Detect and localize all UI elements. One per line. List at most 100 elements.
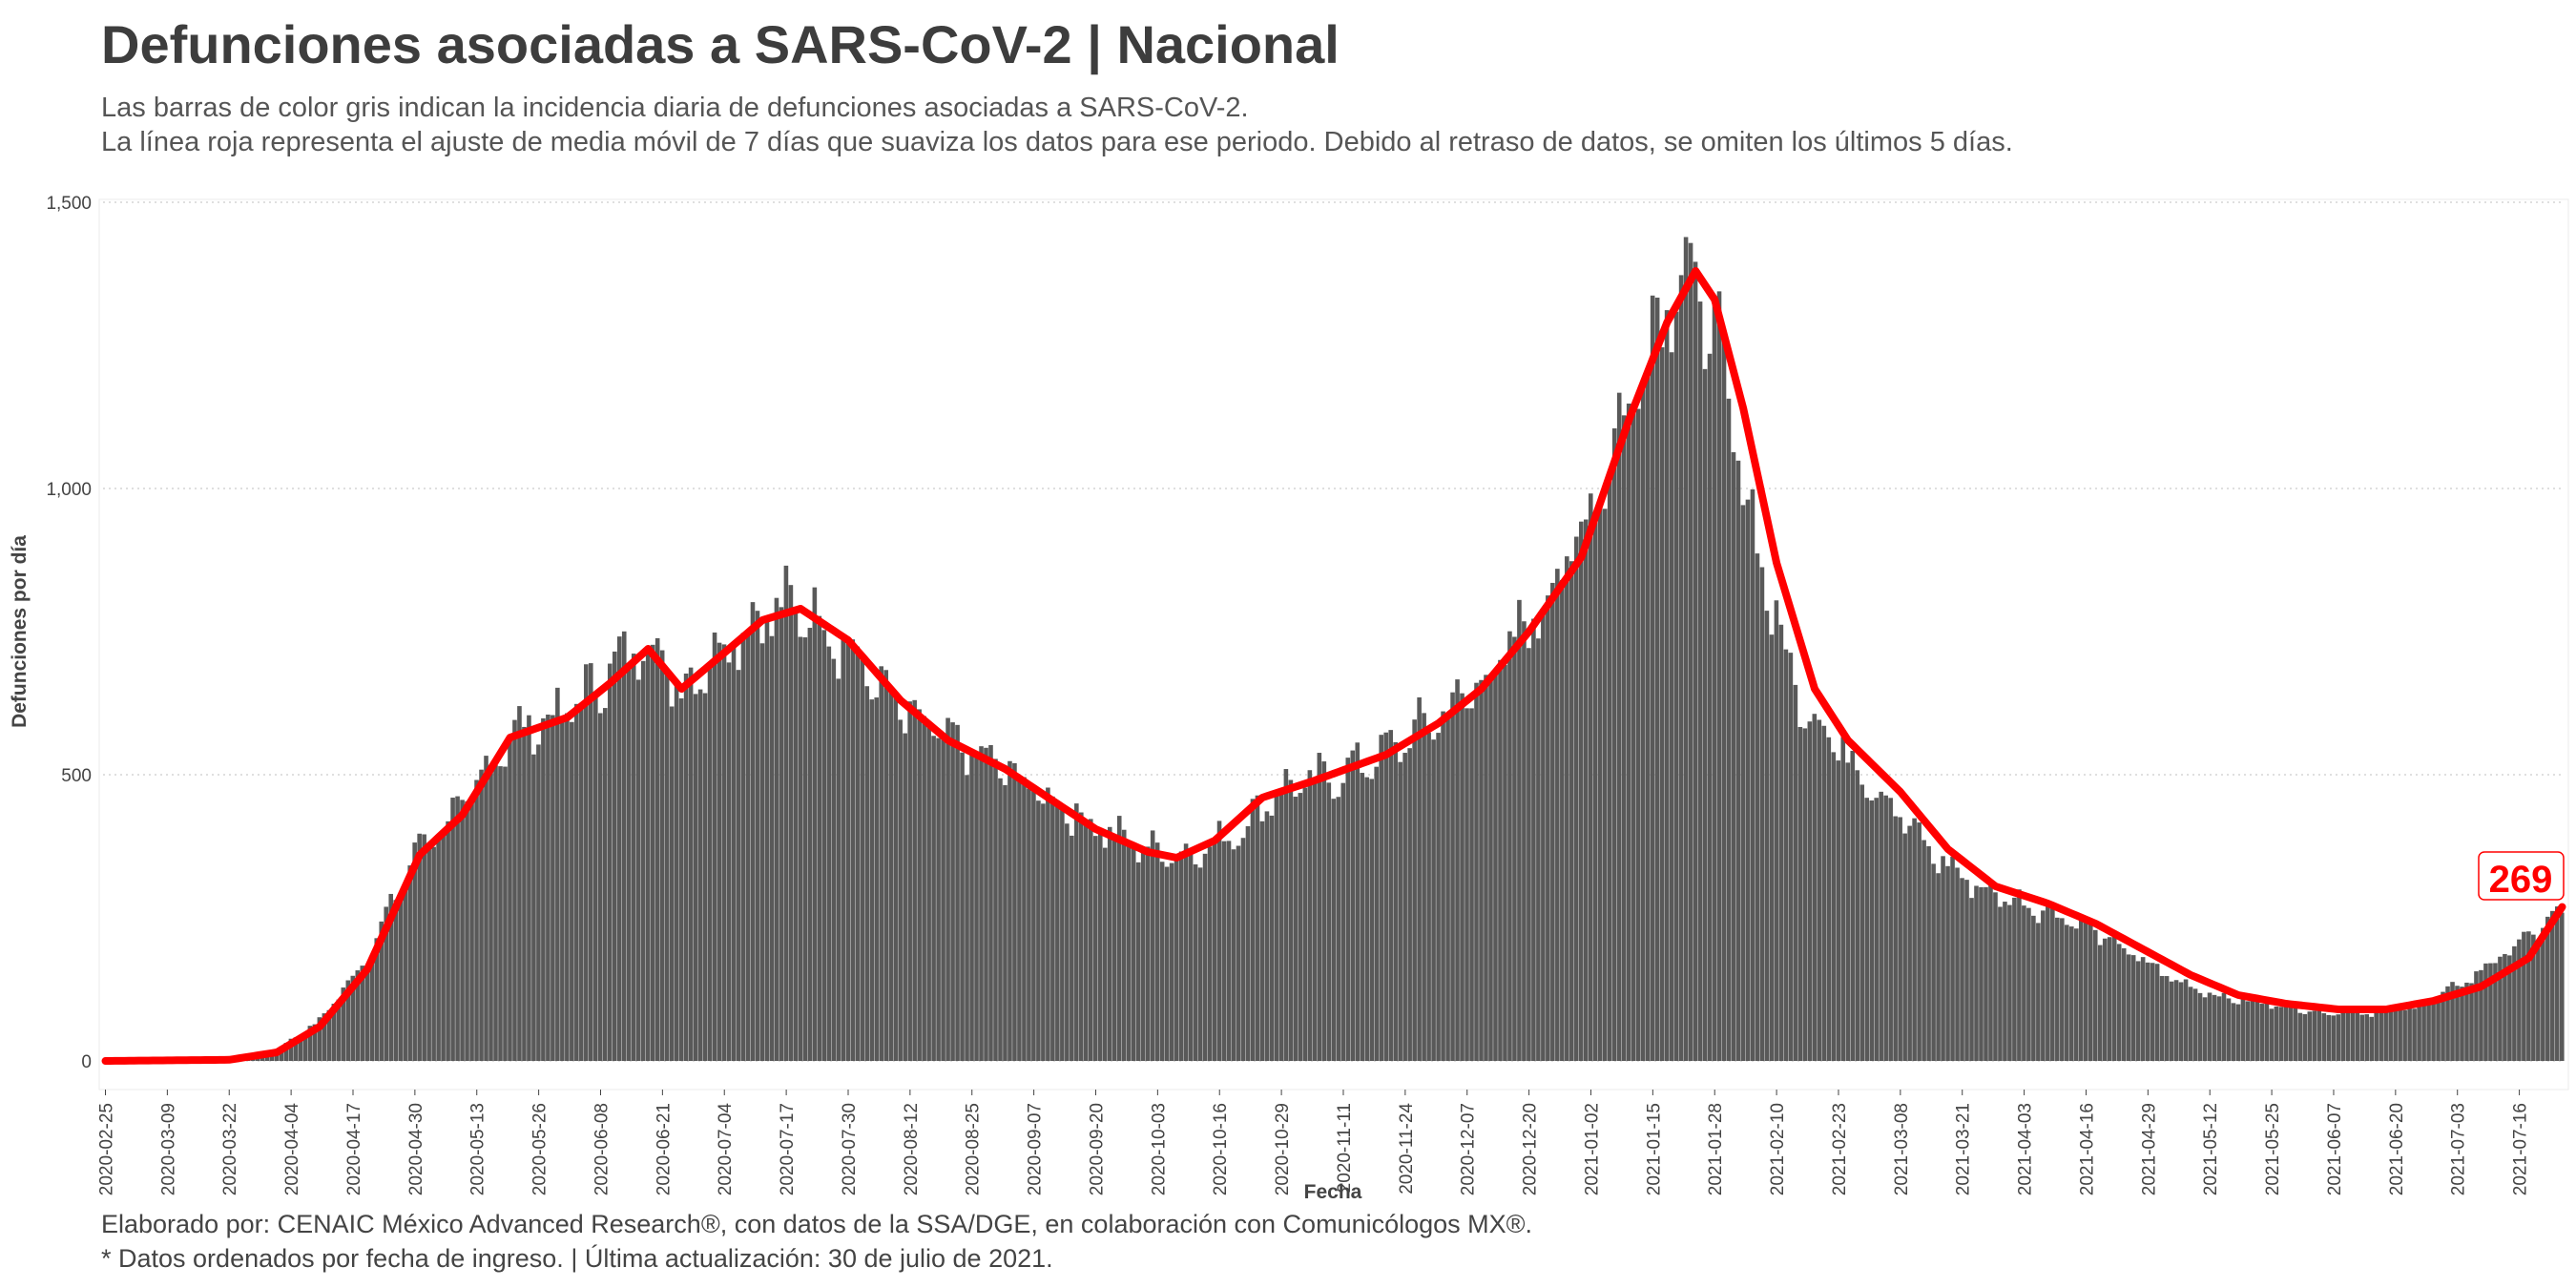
daily-bar <box>1512 636 1517 1061</box>
daily-bar <box>2355 1010 2360 1061</box>
daily-bar <box>1926 845 1931 1061</box>
daily-bar <box>1070 835 1074 1061</box>
daily-bar <box>1240 838 1246 1061</box>
daily-bar <box>1726 398 1732 1062</box>
daily-bar <box>626 669 632 1061</box>
daily-bar <box>1659 347 1665 1061</box>
daily-bar <box>1293 797 1298 1061</box>
daily-bar <box>1031 785 1036 1061</box>
x-tick-label: 2020-06-21 <box>654 1103 674 1195</box>
daily-bar <box>1140 850 1146 1061</box>
daily-bar <box>755 611 760 1061</box>
daily-bar <box>879 666 884 1061</box>
daily-bar <box>1065 823 1070 1061</box>
daily-bar <box>298 1034 303 1061</box>
daily-bar <box>2012 897 2017 1061</box>
daily-bar <box>1364 777 1370 1061</box>
x-tick-label: 2021-05-12 <box>2201 1103 2221 1195</box>
daily-bar <box>1817 719 1822 1061</box>
daily-bar <box>1788 653 1794 1061</box>
daily-bar <box>1212 838 1217 1061</box>
daily-bar <box>759 643 765 1061</box>
chart-title: Defunciones asociadas a SARS-CoV-2 | Nac… <box>101 14 1340 74</box>
daily-bar <box>1626 404 1631 1061</box>
daily-bar <box>1802 728 1808 1061</box>
daily-bar <box>422 834 426 1061</box>
y-tick-label: 500 <box>61 766 92 786</box>
daily-bar <box>1441 711 1445 1061</box>
daily-bar <box>1707 353 1713 1061</box>
x-tick-label: 2021-03-08 <box>1892 1103 1912 1195</box>
daily-bar <box>379 921 384 1061</box>
daily-bar <box>1345 758 1351 1061</box>
daily-bar <box>407 865 412 1061</box>
daily-bar <box>1174 858 1179 1061</box>
daily-bar <box>531 754 536 1061</box>
daily-bar <box>793 607 799 1061</box>
daily-bar <box>1831 752 1837 1061</box>
daily-bar <box>2046 904 2050 1061</box>
daily-bar <box>654 637 660 1061</box>
daily-bar <box>2083 921 2088 1061</box>
daily-bar <box>1278 792 1284 1061</box>
daily-bar <box>465 800 469 1061</box>
daily-bar <box>1374 766 1380 1061</box>
daily-bar <box>1764 611 1770 1061</box>
daily-bar <box>1393 741 1398 1061</box>
daily-bar <box>2183 979 2189 1061</box>
daily-bar <box>1869 800 1874 1061</box>
daily-bar <box>2078 916 2084 1061</box>
daily-bar <box>307 1026 313 1061</box>
daily-bar <box>1546 595 1550 1061</box>
daily-bar <box>2507 955 2512 1061</box>
daily-bar <box>522 726 527 1061</box>
daily-bar <box>1097 834 1103 1061</box>
daily-bar <box>1574 536 1579 1061</box>
daily-bar <box>726 662 732 1061</box>
daily-bar <box>484 756 488 1061</box>
daily-bar <box>912 699 917 1061</box>
daily-bar <box>1631 405 1636 1061</box>
daily-bar <box>888 689 893 1061</box>
daily-bar <box>2221 992 2227 1061</box>
daily-bar <box>1979 886 1984 1061</box>
daily-bar <box>364 966 370 1061</box>
daily-bar <box>1398 761 1402 1061</box>
daily-bar <box>1269 815 1275 1061</box>
daily-bar <box>1302 787 1308 1061</box>
daily-bar <box>1255 795 1260 1061</box>
daily-bar <box>1221 841 1227 1061</box>
daily-bar <box>2126 954 2131 1061</box>
daily-bar <box>1407 748 1412 1061</box>
x-tick-label: 2020-10-16 <box>1211 1103 1231 1195</box>
bars-layer <box>107 237 2565 1062</box>
x-axis-title: Fecha <box>1304 1181 1362 1203</box>
daily-bar <box>807 628 813 1061</box>
daily-bar <box>498 766 503 1061</box>
daily-bar <box>2264 1003 2270 1061</box>
daily-bar <box>2450 982 2455 1061</box>
daily-bar <box>1216 821 1222 1061</box>
daily-bar <box>1126 844 1132 1061</box>
daily-bar <box>607 663 613 1061</box>
daily-bar <box>1089 819 1093 1061</box>
daily-bar <box>2350 1010 2356 1061</box>
daily-bar <box>2445 986 2450 1061</box>
daily-bar <box>2331 1015 2337 1061</box>
daily-bar <box>860 654 865 1061</box>
daily-bar <box>2541 927 2545 1061</box>
daily-bar <box>1712 300 1717 1061</box>
daily-bar <box>779 607 784 1061</box>
chart-subtitle-line-2: La línea roja representa el ajuste de me… <box>101 127 2013 157</box>
daily-bar <box>508 737 512 1061</box>
daily-bar <box>374 938 380 1061</box>
daily-bar <box>979 746 984 1061</box>
x-tick-label: 2020-09-20 <box>1088 1103 1108 1195</box>
daily-bar <box>2407 1007 2412 1061</box>
daily-bar <box>1012 762 1017 1061</box>
daily-bar <box>541 717 546 1061</box>
daily-bar <box>1812 714 1818 1061</box>
daily-bar <box>1455 679 1460 1061</box>
x-tick-label: 2020-08-12 <box>902 1103 922 1195</box>
daily-bar <box>1907 825 1912 1061</box>
